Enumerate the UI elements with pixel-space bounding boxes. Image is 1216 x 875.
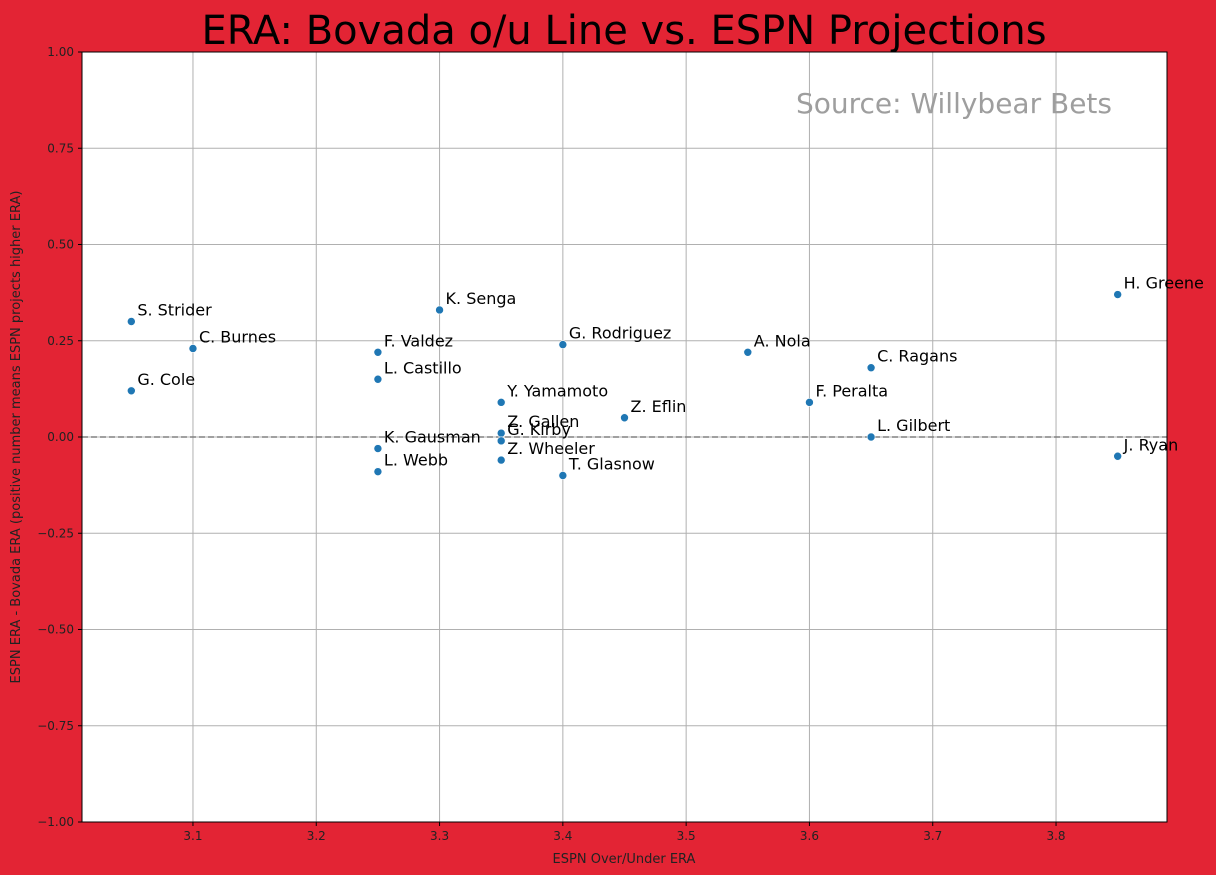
x-tick-label: 3.6: [800, 829, 819, 843]
data-point: [496, 428, 506, 438]
data-point-label: K. Senga: [446, 289, 517, 308]
x-tick-label: 3.4: [553, 829, 572, 843]
y-tick-label: 0.50: [47, 238, 74, 252]
data-point: [558, 471, 568, 480]
data-point-label: Y. Yamamoto: [506, 381, 608, 400]
data-point-label: S. Strider: [137, 301, 212, 320]
data-point-label: G. Kirby: [507, 420, 571, 439]
data-point-label: C. Ragans: [877, 347, 957, 366]
data-point: [496, 455, 506, 465]
data-point: [620, 413, 629, 423]
data-point-label: C. Burnes: [199, 327, 276, 346]
data-point: [373, 374, 383, 384]
source-annotation: Source: Willybear Bets: [796, 87, 1112, 120]
x-axis-ticks: 3.1 3.2 3.3 3.4 3.5 3.6 3.7 3.8: [183, 822, 1066, 843]
chart-title: ERA: Bovada o/u Line vs. ESPN Projection…: [201, 8, 1046, 54]
data-point: [743, 347, 753, 357]
data-point: [866, 363, 876, 373]
y-tick-label: −1.00: [37, 815, 74, 829]
data-point: [866, 432, 876, 442]
data-point: [496, 398, 506, 407]
data-point: [435, 305, 444, 315]
data-point-label: L. Castillo: [384, 358, 462, 377]
data-point: [127, 317, 136, 326]
y-tick-label: −0.75: [37, 719, 74, 733]
data-point-label: G. Rodriguez: [569, 324, 671, 343]
data-point-label: K. Gausman: [384, 428, 481, 447]
x-tick-label: 3.3: [430, 829, 449, 843]
data-point: [805, 398, 814, 407]
y-tick-label: −0.25: [37, 526, 74, 540]
data-point-label: Z. Eflin: [631, 397, 687, 416]
x-tick-label: 3.8: [1046, 829, 1065, 843]
x-tick-label: 3.2: [307, 829, 326, 843]
data-point: [1113, 451, 1122, 461]
data-point-label: A. Nola: [754, 331, 811, 350]
data-point: [127, 386, 136, 396]
data-point: [558, 340, 568, 349]
y-tick-label: −0.50: [37, 623, 74, 637]
data-point: [373, 467, 383, 476]
y-tick-label: 0.00: [47, 430, 74, 444]
data-point-label: F. Valdez: [384, 331, 453, 350]
data-point-label: H. Greene: [1124, 274, 1204, 293]
data-point-label: J. Ryan: [1123, 435, 1179, 454]
data-point: [373, 444, 383, 453]
x-tick-label: 3.7: [923, 829, 942, 843]
data-point: [496, 436, 506, 446]
y-tick-label: 0.75: [47, 141, 74, 155]
x-tick-label: 3.5: [677, 829, 696, 843]
data-point: [188, 344, 198, 353]
x-tick-label: 3.1: [183, 829, 202, 843]
data-points: S. Strider G. Cole C. Burnes F. Valdez L. Ca…: [127, 274, 1204, 480]
data-point-label: T. Glasnow: [568, 455, 655, 474]
y-axis-ticks: 1.00 0.75 0.50 0.25 0.00 −0.25 −0.50 −0.75 −1.00: [37, 45, 82, 829]
y-axis-label: ESPN ERA - Bovada ERA (positive number m…: [9, 191, 24, 684]
data-point-label: G. Cole: [137, 370, 195, 389]
x-axis-label: ESPN Over/Under ERA: [553, 852, 696, 867]
data-point-label: L. Gilbert: [877, 416, 950, 435]
data-point-label: L. Webb: [384, 451, 448, 470]
data-point-label: F. Peralta: [815, 381, 888, 400]
data-point-label: Z. Wheeler: [507, 439, 595, 458]
y-tick-label: 1.00: [47, 45, 74, 59]
y-tick-label: 0.25: [47, 334, 74, 348]
data-point: [373, 347, 383, 357]
data-point: [1113, 290, 1122, 299]
data-point-label: Z. Gallen: [507, 412, 579, 431]
